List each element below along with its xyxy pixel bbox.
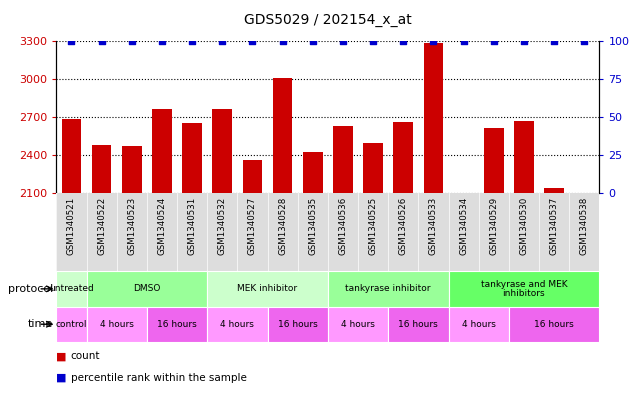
- Text: 4 hours: 4 hours: [462, 320, 495, 329]
- Text: GSM1340534: GSM1340534: [459, 196, 468, 255]
- Text: GSM1340524: GSM1340524: [158, 196, 167, 255]
- Text: GSM1340526: GSM1340526: [399, 196, 408, 255]
- Bar: [273, 78, 292, 193]
- Bar: [267, 307, 328, 342]
- Bar: [394, 122, 413, 193]
- Bar: [122, 146, 142, 193]
- Text: ■: ■: [56, 351, 67, 361]
- Point: [278, 38, 288, 44]
- Point: [488, 38, 499, 44]
- Text: GSM1340522: GSM1340522: [97, 196, 106, 255]
- Text: GSM1340533: GSM1340533: [429, 196, 438, 255]
- Point: [549, 38, 559, 44]
- Bar: [388, 307, 449, 342]
- Point: [127, 38, 137, 44]
- Text: time: time: [28, 319, 53, 329]
- Text: tankyrase and MEK
inhibitors: tankyrase and MEK inhibitors: [481, 279, 567, 298]
- Point: [519, 38, 529, 44]
- Text: 16 hours: 16 hours: [157, 320, 197, 329]
- Text: GSM1340531: GSM1340531: [188, 196, 197, 255]
- Bar: [449, 307, 509, 342]
- Bar: [87, 307, 147, 342]
- Bar: [56, 307, 87, 342]
- Text: count: count: [71, 351, 100, 361]
- Text: GSM1340536: GSM1340536: [338, 196, 347, 255]
- Bar: [87, 271, 207, 307]
- Point: [458, 38, 469, 44]
- Text: 16 hours: 16 hours: [399, 320, 438, 329]
- Text: GSM1340521: GSM1340521: [67, 196, 76, 255]
- Bar: [484, 128, 504, 193]
- Point: [428, 38, 438, 44]
- Point: [308, 38, 318, 44]
- Point: [67, 38, 77, 44]
- Bar: [152, 109, 172, 193]
- Bar: [243, 160, 262, 193]
- Bar: [449, 271, 599, 307]
- Text: DMSO: DMSO: [133, 285, 161, 293]
- Text: 4 hours: 4 hours: [341, 320, 375, 329]
- Text: GSM1340529: GSM1340529: [489, 196, 498, 255]
- Text: GSM1340528: GSM1340528: [278, 196, 287, 255]
- Text: 16 hours: 16 hours: [534, 320, 574, 329]
- Text: untreated: untreated: [49, 285, 94, 293]
- Point: [187, 38, 197, 44]
- Text: GDS5029 / 202154_x_at: GDS5029 / 202154_x_at: [244, 13, 412, 27]
- Point: [398, 38, 408, 44]
- Bar: [147, 307, 207, 342]
- Bar: [424, 42, 443, 193]
- Text: ■: ■: [56, 373, 67, 383]
- Text: GSM1340525: GSM1340525: [369, 196, 378, 255]
- Point: [97, 38, 107, 44]
- Point: [247, 38, 258, 44]
- Text: GSM1340538: GSM1340538: [579, 196, 588, 255]
- Text: GSM1340530: GSM1340530: [519, 196, 528, 255]
- Bar: [62, 119, 81, 193]
- Point: [368, 38, 378, 44]
- Point: [338, 38, 348, 44]
- Text: 4 hours: 4 hours: [100, 320, 134, 329]
- Bar: [182, 123, 202, 193]
- Bar: [544, 187, 564, 193]
- Text: GSM1340535: GSM1340535: [308, 196, 317, 255]
- Bar: [509, 307, 599, 342]
- Text: 4 hours: 4 hours: [221, 320, 254, 329]
- Bar: [328, 271, 449, 307]
- Text: 16 hours: 16 hours: [278, 320, 317, 329]
- Bar: [333, 126, 353, 193]
- Bar: [213, 109, 232, 193]
- Text: control: control: [56, 320, 87, 329]
- Bar: [56, 271, 87, 307]
- Text: percentile rank within the sample: percentile rank within the sample: [71, 373, 246, 383]
- Point: [157, 38, 167, 44]
- Bar: [363, 143, 383, 193]
- Text: GSM1340532: GSM1340532: [218, 196, 227, 255]
- Text: protocol: protocol: [8, 284, 53, 294]
- Bar: [303, 152, 322, 193]
- Text: MEK inhibitor: MEK inhibitor: [237, 285, 297, 293]
- Text: tankyrase inhibitor: tankyrase inhibitor: [345, 285, 431, 293]
- Text: GSM1340523: GSM1340523: [128, 196, 137, 255]
- Bar: [207, 307, 267, 342]
- Text: GSM1340527: GSM1340527: [248, 196, 257, 255]
- Bar: [207, 271, 328, 307]
- Point: [579, 38, 589, 44]
- Point: [217, 38, 228, 44]
- Bar: [328, 307, 388, 342]
- Bar: [92, 145, 112, 193]
- Text: GSM1340537: GSM1340537: [549, 196, 558, 255]
- Bar: [514, 121, 534, 193]
